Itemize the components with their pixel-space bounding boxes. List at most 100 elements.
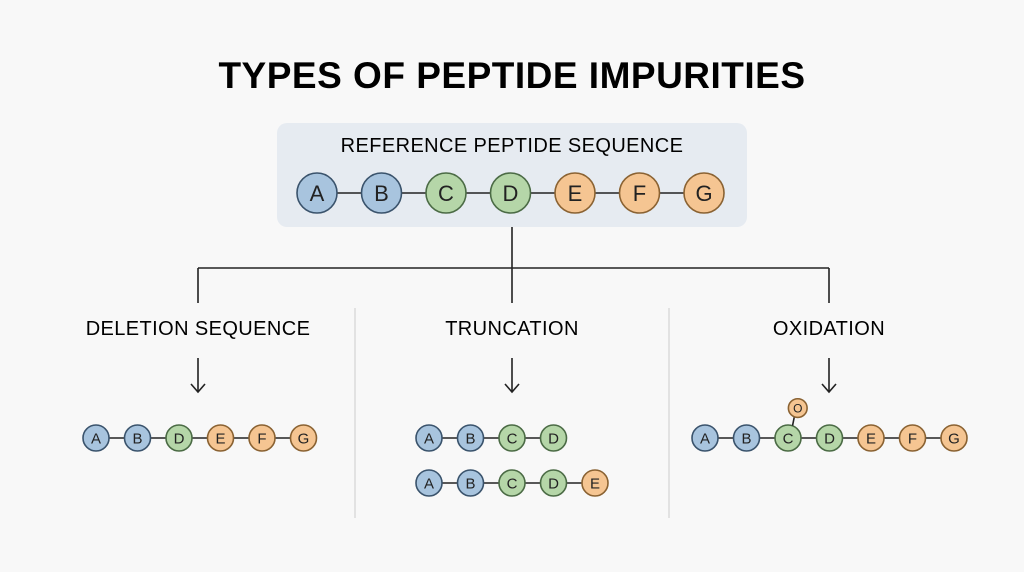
- residue-label: A: [91, 430, 101, 447]
- residue-label: G: [695, 181, 712, 206]
- residue-label: G: [298, 430, 310, 447]
- down-arrow-icon: [504, 358, 520, 394]
- residue-d: D: [815, 424, 844, 452]
- reference-label: REFERENCE PEPTIDE SEQUENCE: [341, 135, 684, 157]
- modification-circle: [787, 397, 808, 419]
- residue-label: B: [132, 430, 142, 447]
- reference-chain: A B C D E F G: [296, 172, 725, 214]
- residue-circle: [539, 469, 568, 497]
- residue-circle: [815, 424, 844, 452]
- residue-circle: [206, 424, 235, 452]
- residue-g: G: [289, 424, 318, 452]
- peptide-chain: A B C D: [415, 424, 568, 452]
- residue-circle: [498, 424, 526, 452]
- residue-circle: [691, 424, 719, 452]
- residue-circle: [165, 424, 193, 452]
- residue-e: E: [857, 424, 885, 452]
- residue-circle: [415, 424, 443, 452]
- residue-d: D: [539, 424, 568, 452]
- residue-label: C: [783, 430, 794, 447]
- residue-b: B: [360, 172, 403, 214]
- residue-circle: [456, 469, 485, 497]
- residue-label: F: [908, 430, 917, 447]
- down-arrow-icon: [821, 358, 837, 394]
- residue-circle: [425, 172, 467, 214]
- page-title: TYPES OF PEPTIDE IMPURITIES: [218, 55, 805, 96]
- residue-e: E: [206, 424, 235, 452]
- residue-label: D: [548, 475, 559, 492]
- residue-f: F: [898, 424, 927, 452]
- residue-a: A: [415, 469, 443, 497]
- residue-d: D: [539, 469, 568, 497]
- oxygen-modification: O: [787, 397, 808, 419]
- residue-circle: [498, 469, 526, 497]
- branch-label-deletion: DELETION SEQUENCE: [86, 318, 311, 340]
- residue-label: B: [374, 181, 389, 206]
- residue-label: F: [257, 430, 266, 447]
- residue-c: C: [774, 424, 802, 452]
- residue-circle: [774, 424, 802, 452]
- residue-b: B: [732, 424, 761, 452]
- residue-label: D: [503, 181, 519, 206]
- residue-circle: [940, 424, 968, 452]
- residue-circle: [248, 424, 276, 452]
- residue-circle: [415, 469, 443, 497]
- residue-d: D: [165, 424, 193, 452]
- residue-label: B: [465, 430, 475, 447]
- residue-label: E: [590, 475, 600, 492]
- connector-tree: [197, 227, 830, 303]
- residue-e: E: [581, 469, 609, 497]
- residue-label: A: [700, 430, 710, 447]
- residue-label: A: [310, 181, 325, 206]
- branch-label-oxidation: OXIDATION: [773, 318, 885, 340]
- residue-label: G: [948, 430, 960, 447]
- peptide-chain: A B CO D E F G: [691, 397, 968, 452]
- residue-a: A: [296, 172, 338, 214]
- residue-circle: [539, 424, 568, 452]
- residue-label: E: [866, 430, 876, 447]
- residue-circle: [732, 424, 761, 452]
- residue-circle: [289, 424, 318, 452]
- residue-circle: [898, 424, 927, 452]
- residue-label: C: [507, 475, 518, 492]
- residue-label: D: [824, 430, 835, 447]
- residue-circle: [683, 172, 725, 214]
- residue-f: F: [618, 172, 661, 214]
- residue-label: B: [465, 475, 475, 492]
- residue-label: D: [548, 430, 559, 447]
- residue-label: A: [424, 475, 434, 492]
- residue-a: A: [691, 424, 719, 452]
- residue-b: B: [456, 469, 485, 497]
- residue-label: E: [568, 181, 583, 206]
- residue-circle: [456, 424, 485, 452]
- branch-label-truncation: TRUNCATION: [445, 318, 579, 340]
- residue-label: D: [174, 430, 185, 447]
- down-arrow-icon: [190, 358, 206, 394]
- residue-d: D: [489, 172, 532, 214]
- residue-a: A: [415, 424, 443, 452]
- residue-c: C: [498, 424, 526, 452]
- residue-label: E: [215, 430, 225, 447]
- residue-c: C: [425, 172, 467, 214]
- residue-g: G: [940, 424, 968, 452]
- residue-label: B: [741, 430, 751, 447]
- peptide-chain: A B C D E F G: [296, 172, 725, 214]
- residue-circle: [360, 172, 403, 214]
- residue-circle: [554, 172, 596, 214]
- residue-label: C: [507, 430, 518, 447]
- residue-label: C: [438, 181, 454, 206]
- peptide-chain: A B C D E: [415, 469, 609, 497]
- residue-a: A: [82, 424, 110, 452]
- residue-circle: [857, 424, 885, 452]
- residue-e: E: [554, 172, 596, 214]
- residue-g: G: [683, 172, 725, 214]
- residue-c: C: [498, 469, 526, 497]
- residue-label: A: [424, 430, 434, 447]
- residue-circle: [82, 424, 110, 452]
- residue-b: B: [123, 424, 152, 452]
- residue-circle: [296, 172, 338, 214]
- residue-label: F: [633, 181, 646, 206]
